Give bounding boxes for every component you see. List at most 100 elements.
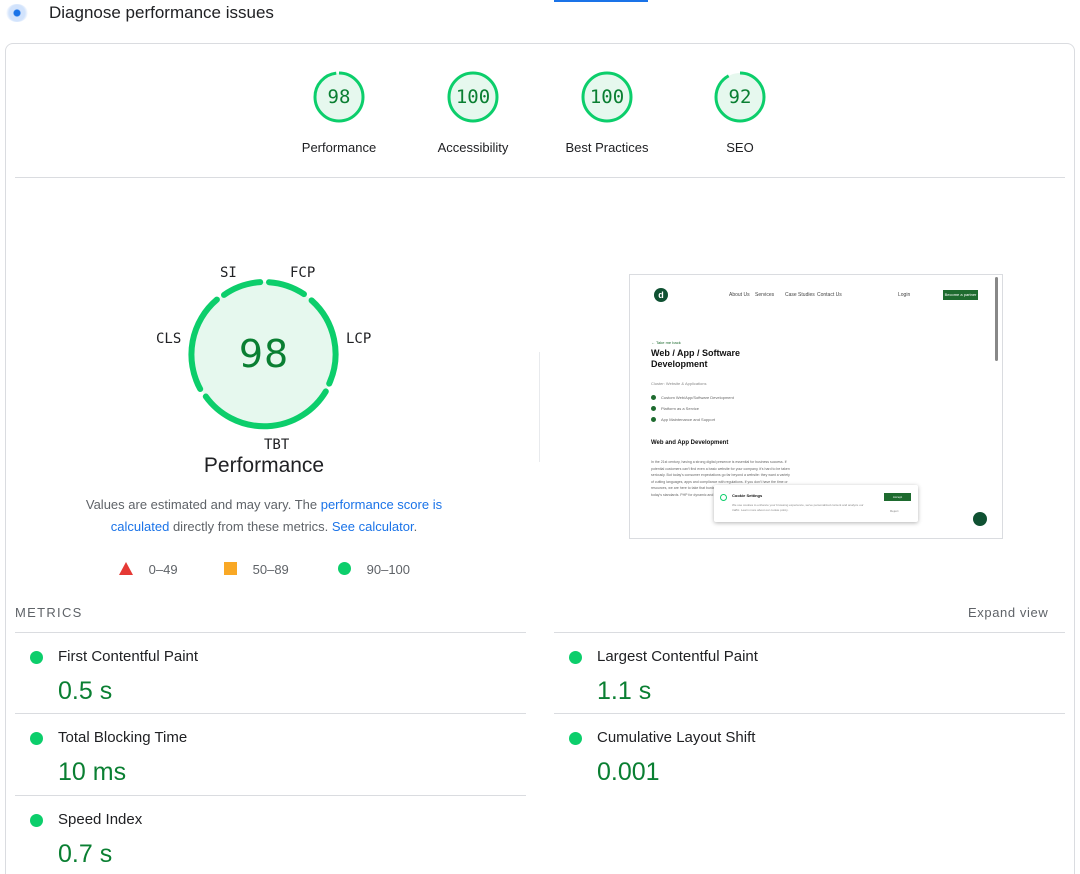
- good-status-icon: [30, 732, 43, 745]
- metric-speed-index: Speed Index 0.7 s: [14, 797, 514, 874]
- score-note: Values are estimated and may vary. The p…: [60, 494, 468, 538]
- segment-si: [221, 279, 264, 298]
- metrics-heading: METRICS: [15, 605, 83, 620]
- segment-label-cls: CLS: [156, 331, 182, 347]
- gauge-label: Performance: [301, 140, 377, 155]
- gauges-divider: [15, 177, 1065, 178]
- performance-title: Performance: [203, 454, 325, 477]
- note-text: Values are estimated and may vary. The: [85, 497, 321, 512]
- metric-cumulative-layout-shift: Cumulative Layout Shift 0.001: [553, 715, 1053, 795]
- metric-value: 10 ms: [58, 758, 127, 786]
- metric-total-blocking-time: Total Blocking Time 10 ms: [14, 715, 514, 795]
- segment-cls: [188, 296, 220, 392]
- gauge-score: 98: [327, 86, 351, 108]
- metric-value: 0.001: [597, 758, 660, 786]
- section-title: Diagnose performance issues: [49, 3, 274, 22]
- gauge-score: 100: [589, 86, 625, 108]
- good-status-icon: [569, 651, 582, 664]
- shot-nav: d About Us Services Case Studies Contact…: [630, 285, 1002, 305]
- shot-nav-link: Contact Us: [817, 292, 842, 298]
- expand-view-button[interactable]: Expand view: [968, 605, 1049, 620]
- shot-login: Login: [898, 292, 911, 298]
- metric-value: 1.1 s: [597, 677, 652, 705]
- shot-heading: Web / App / Software Development: [651, 348, 741, 369]
- shot-cookie-accept: Accept: [884, 493, 911, 501]
- see-calculator-link[interactable]: See calculator: [331, 519, 414, 534]
- shot-nav-link: About Us: [729, 292, 750, 298]
- gauge-ring-icon: [714, 71, 766, 123]
- metrics-divider: [554, 713, 1065, 714]
- legend-good: 90–100: [338, 562, 410, 577]
- metrics-divider: [15, 713, 526, 714]
- tab-indicator: [554, 0, 648, 2]
- shot-back-link: ← Take me back: [651, 340, 681, 345]
- square-icon: [224, 562, 237, 575]
- legend-average: 50–89: [224, 562, 289, 577]
- category-gauges: 98 Performance 100 Accessibility 100 Bes…: [0, 0, 1080, 170]
- gauge-ring-icon: [313, 71, 365, 123]
- note-text: directly from these metrics.: [169, 519, 332, 534]
- shot-scrollbar: [995, 277, 998, 361]
- shot-bullet: Platform as a Service: [651, 406, 699, 411]
- shot-cookie-text: We use cookies to enhance your browsing …: [732, 503, 864, 512]
- performance-ring-icon: [188, 279, 339, 430]
- chat-bubble-icon: [973, 512, 987, 526]
- shot-cookie-title: Cookie Settings: [732, 493, 763, 498]
- legend-poor: 0–49: [119, 562, 178, 577]
- score-legend: 0–49 50–89 90–100: [0, 562, 528, 578]
- section-header: Diagnose performance issues: [0, 0, 1080, 34]
- legend-poor-label: 0–49: [148, 562, 178, 577]
- metric-name: Speed Index: [58, 811, 143, 828]
- segment-label-tbt: TBT: [264, 437, 290, 453]
- shot-subheading: Cluster: Website & Applications: [651, 381, 707, 386]
- gauge-label: SEO: [726, 140, 754, 155]
- shot-cookie-banner: Cookie Settings We use cookies to enhanc…: [714, 485, 918, 522]
- metrics-divider: [554, 632, 1065, 633]
- vertical-divider: [539, 352, 540, 462]
- segment-tbt: [202, 388, 329, 430]
- gauge-label: Best Practices: [565, 140, 649, 155]
- segment-lcp: [308, 297, 339, 387]
- shot-bullet: App Maintenance and Support: [651, 417, 715, 422]
- segment-label-lcp: LCP: [346, 331, 372, 347]
- shot-logo-icon: d: [654, 288, 668, 302]
- note-text: .: [413, 519, 418, 534]
- segment-label-fcp: FCP: [290, 265, 316, 281]
- gauge-score: 100: [455, 86, 491, 108]
- shot-bullet: Custom Web/App/Software Development: [651, 395, 734, 400]
- metrics-divider: [15, 632, 526, 633]
- legend-good-label: 90–100: [366, 562, 411, 577]
- metric-name: First Contentful Paint: [58, 648, 199, 665]
- triangle-icon: [119, 562, 133, 575]
- final-screenshot[interactable]: d About Us Services Case Studies Contact…: [629, 274, 1003, 539]
- metric-first-contentful-paint: First Contentful Paint 0.5 s: [14, 634, 514, 714]
- performance-score: 98: [238, 332, 290, 376]
- metric-value: 0.7 s: [58, 840, 113, 868]
- metric-name: Cumulative Layout Shift: [597, 729, 756, 746]
- good-status-icon: [569, 732, 582, 745]
- legend-average-label: 50–89: [252, 562, 289, 577]
- good-status-icon: [30, 814, 43, 827]
- cookie-icon: [720, 494, 727, 501]
- gauge-score: 92: [728, 86, 752, 108]
- shot-section-title: Web and App Development: [651, 440, 729, 446]
- performance-big-gauge: [150, 262, 380, 482]
- good-status-icon: [30, 651, 43, 664]
- gauge-ring-icon: [581, 71, 633, 123]
- performance-score-link[interactable]: performance score is calculated: [110, 497, 443, 534]
- metrics-divider: [15, 795, 526, 796]
- diagnose-icon: [6, 4, 28, 22]
- shot-cookie-reject: Reject: [890, 509, 899, 513]
- segment-fcp: [266, 279, 307, 298]
- gauge-label: Accessibility: [437, 140, 509, 155]
- metric-value: 0.5 s: [58, 677, 113, 705]
- shot-cta: Become a partner: [943, 290, 978, 300]
- metric-name: Total Blocking Time: [58, 729, 188, 746]
- shot-nav-link: Case Studies: [785, 292, 815, 298]
- metric-largest-contentful-paint: Largest Contentful Paint 1.1 s: [553, 634, 1053, 714]
- segment-label-si: SI: [220, 265, 237, 281]
- circle-icon: [338, 562, 351, 575]
- shot-nav-link: Services: [755, 292, 775, 298]
- gauge-ring-icon: [447, 71, 499, 123]
- metric-name: Largest Contentful Paint: [597, 648, 758, 665]
